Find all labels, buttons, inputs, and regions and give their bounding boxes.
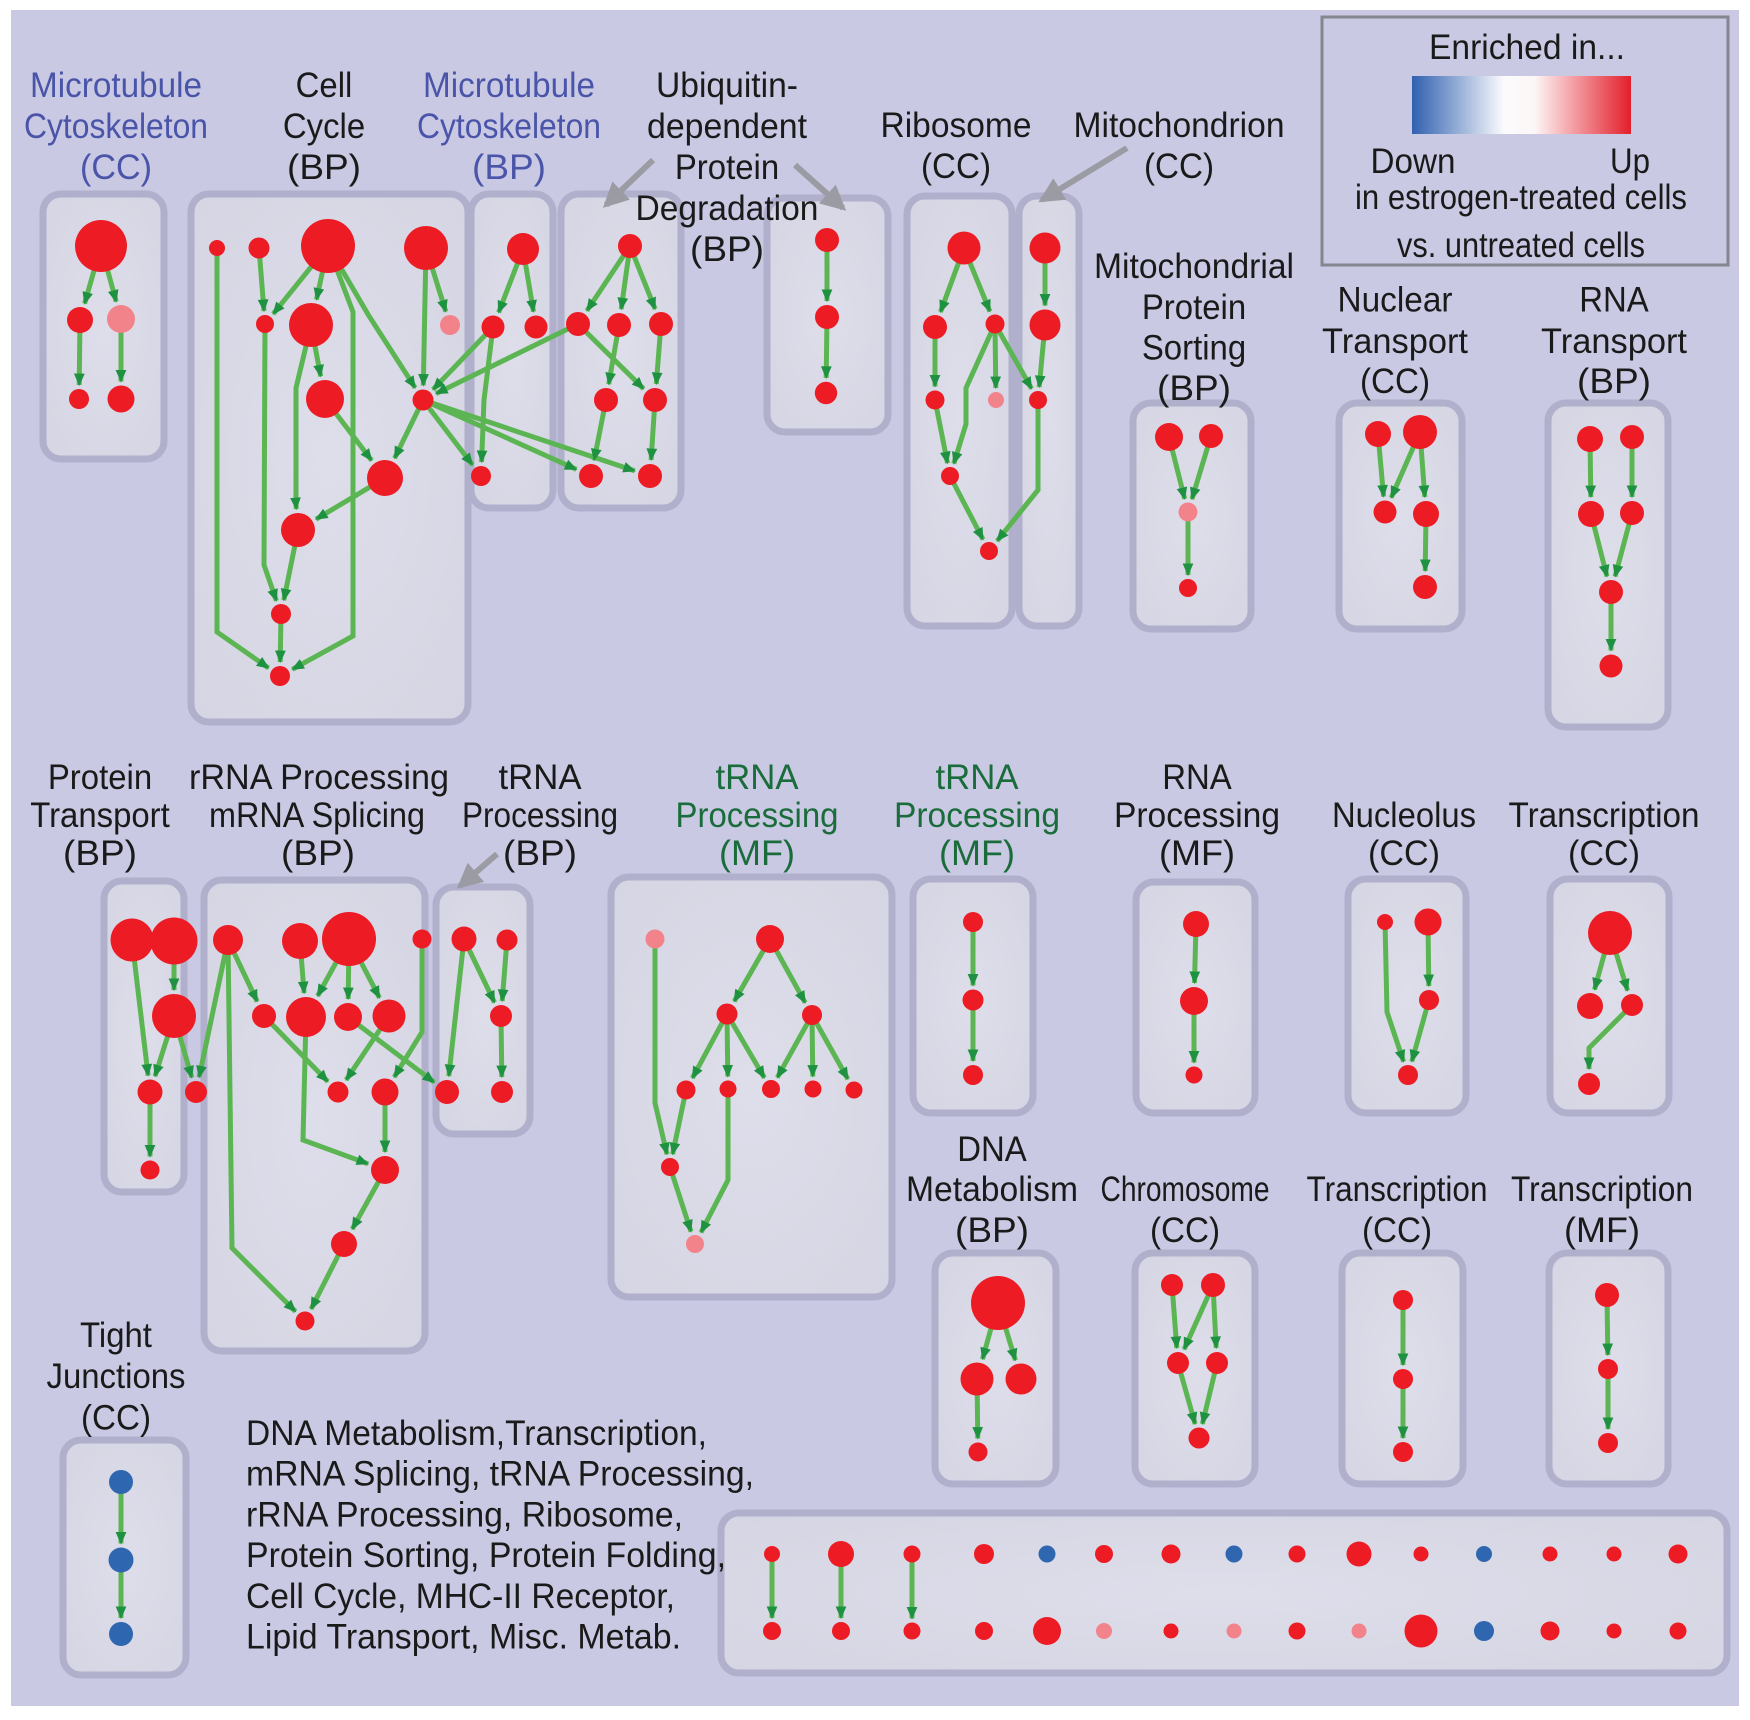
- svg-text:Lipid Transport, Misc. Metab.: Lipid Transport, Misc. Metab.: [246, 1618, 681, 1657]
- svg-text:in estrogen-treated cells: in estrogen-treated cells: [1355, 178, 1687, 217]
- svg-text:Ubiquitin-: Ubiquitin-: [656, 66, 798, 105]
- svg-text:tRNA: tRNA: [499, 758, 583, 797]
- svg-text:Mitochondrion: Mitochondrion: [1074, 106, 1285, 145]
- svg-text:Microtubule: Microtubule: [423, 66, 595, 105]
- svg-text:(CC): (CC): [80, 148, 152, 187]
- svg-text:(BP): (BP): [472, 148, 546, 187]
- svg-text:Nuclear: Nuclear: [1338, 281, 1453, 320]
- svg-text:(CC): (CC): [1362, 1211, 1432, 1250]
- svg-text:Tight: Tight: [80, 1316, 152, 1355]
- svg-text:Metabolism: Metabolism: [906, 1170, 1078, 1209]
- svg-text:(MF): (MF): [1564, 1211, 1640, 1250]
- svg-text:Transport: Transport: [1322, 322, 1468, 361]
- svg-text:vs. untreated cells: vs. untreated cells: [1397, 226, 1645, 265]
- svg-text:Cycle: Cycle: [283, 107, 365, 146]
- svg-text:Junctions: Junctions: [47, 1357, 186, 1396]
- svg-text:(CC): (CC): [81, 1399, 151, 1438]
- svg-text:Ribosome: Ribosome: [881, 106, 1032, 145]
- svg-text:Mitochondrial: Mitochondrial: [1094, 247, 1294, 286]
- svg-text:(MF): (MF): [719, 834, 795, 873]
- svg-text:Degradation: Degradation: [636, 189, 819, 228]
- svg-text:(CC): (CC): [921, 147, 991, 186]
- svg-text:Transport: Transport: [30, 796, 170, 835]
- svg-text:Transcription: Transcription: [1509, 796, 1700, 835]
- svg-text:Down: Down: [1371, 142, 1456, 181]
- svg-text:(BP): (BP): [503, 834, 577, 873]
- svg-text:(CC): (CC): [1368, 834, 1440, 873]
- svg-text:Nucleolus: Nucleolus: [1332, 796, 1476, 835]
- svg-text:Transcription: Transcription: [1307, 1170, 1488, 1209]
- svg-text:RNA: RNA: [1162, 758, 1232, 797]
- svg-text:dependent: dependent: [647, 107, 807, 146]
- svg-text:Processing: Processing: [1114, 796, 1280, 835]
- svg-text:(BP): (BP): [281, 834, 355, 873]
- svg-text:DNA Metabolism,Transcription,: DNA Metabolism,Transcription,: [246, 1414, 707, 1453]
- svg-text:(CC): (CC): [1144, 147, 1214, 186]
- svg-text:Protein: Protein: [675, 148, 779, 187]
- svg-text:(BP): (BP): [1157, 369, 1231, 408]
- svg-text:Up: Up: [1610, 142, 1650, 181]
- svg-text:Protein Sorting, Protein Foldi: Protein Sorting, Protein Folding,: [246, 1536, 726, 1575]
- svg-text:Microtubule: Microtubule: [30, 66, 202, 105]
- svg-text:(CC): (CC): [1360, 362, 1430, 401]
- svg-text:Processing: Processing: [462, 796, 618, 835]
- svg-text:Cytoskeleton: Cytoskeleton: [417, 107, 601, 146]
- svg-text:Transcription: Transcription: [1511, 1170, 1693, 1209]
- svg-text:Protein: Protein: [48, 758, 152, 797]
- svg-text:(BP): (BP): [287, 148, 361, 187]
- svg-text:(BP): (BP): [955, 1211, 1029, 1250]
- svg-text:Cell Cycle, MHC-II Receptor,: Cell Cycle, MHC-II Receptor,: [246, 1577, 675, 1616]
- svg-text:RNA: RNA: [1579, 281, 1649, 320]
- svg-text:rRNA Processing: rRNA Processing: [189, 758, 449, 797]
- svg-text:Transport: Transport: [1541, 322, 1687, 361]
- svg-text:Protein: Protein: [1142, 288, 1246, 327]
- svg-text:Sorting: Sorting: [1142, 329, 1246, 368]
- svg-text:Enriched in...: Enriched in...: [1429, 28, 1625, 67]
- svg-text:(CC): (CC): [1568, 834, 1640, 873]
- svg-text:(BP): (BP): [63, 834, 137, 873]
- svg-text:Processing: Processing: [676, 796, 839, 835]
- svg-text:Cell: Cell: [296, 66, 353, 105]
- svg-text:DNA: DNA: [957, 1130, 1027, 1169]
- svg-text:(CC): (CC): [1150, 1211, 1220, 1250]
- svg-text:mRNA Splicing: mRNA Splicing: [209, 796, 425, 835]
- svg-text:tRNA: tRNA: [716, 758, 800, 797]
- svg-text:(MF): (MF): [939, 834, 1015, 873]
- svg-text:(BP): (BP): [690, 230, 764, 269]
- svg-text:tRNA: tRNA: [936, 758, 1020, 797]
- svg-text:mRNA Splicing, tRNA Processing: mRNA Splicing, tRNA Processing,: [246, 1455, 754, 1494]
- svg-text:Cytoskeleton: Cytoskeleton: [24, 107, 208, 146]
- svg-text:(BP): (BP): [1577, 362, 1651, 401]
- svg-text:(MF): (MF): [1159, 834, 1235, 873]
- svg-text:Chromosome: Chromosome: [1101, 1170, 1270, 1209]
- svg-text:Processing: Processing: [894, 796, 1060, 835]
- svg-text:rRNA Processing, Ribosome,: rRNA Processing, Ribosome,: [246, 1495, 683, 1534]
